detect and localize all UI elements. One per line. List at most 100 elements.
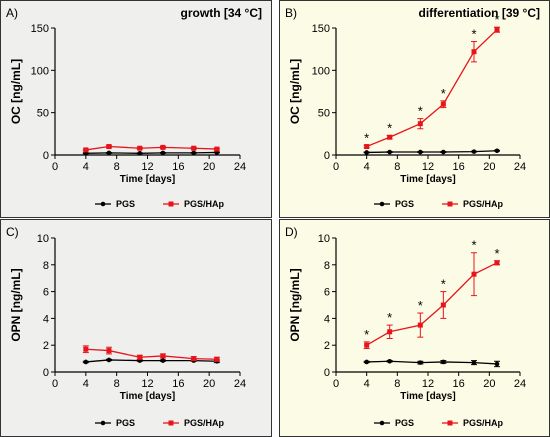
x-tick-label: 24	[234, 378, 246, 390]
data-point	[364, 359, 369, 365]
data-point	[214, 146, 220, 152]
panel-b: B) differentiation [39 °C] 0 50 100 150 0 4 8 12 1…	[279, 0, 550, 218]
data-point	[494, 361, 500, 367]
data-point	[418, 149, 423, 155]
x-tick-label: 8	[394, 161, 400, 173]
series-line	[366, 262, 498, 346]
x-tick-label: 20	[203, 378, 215, 390]
y-tick-label: 6	[43, 287, 49, 299]
legend-marker	[447, 201, 453, 207]
x-tick-label: 4	[364, 378, 370, 390]
y-axis-label: OC [ng/mL]	[9, 59, 23, 124]
data-point	[137, 354, 143, 360]
series-pgs	[82, 357, 220, 365]
y-tick-label: 100	[312, 65, 330, 77]
data-point	[191, 356, 197, 362]
x-tick-label: 16	[172, 161, 184, 173]
x-axis-label: Time [days]	[400, 174, 455, 185]
significance-asterisk: *	[494, 12, 499, 27]
data-point	[471, 271, 477, 277]
x-tick-label: 4	[83, 161, 89, 173]
data-point	[160, 358, 166, 363]
x-tick-label: 20	[483, 161, 495, 173]
y-tick-label: 10	[37, 233, 49, 245]
x-tick-label: 24	[514, 378, 526, 390]
data-point	[387, 149, 392, 155]
x-tick-label: 8	[114, 378, 120, 390]
legend-marker	[168, 201, 174, 207]
legend-marker	[100, 201, 106, 207]
data-point	[106, 144, 112, 150]
data-point	[440, 101, 446, 107]
series-pgs	[363, 358, 500, 368]
panel-background	[279, 0, 550, 218]
significance-asterisk: *	[418, 298, 423, 313]
legend-label: PGS	[395, 418, 414, 428]
legend-label: PGS/HAp	[184, 418, 225, 428]
data-point	[441, 149, 446, 155]
data-point	[494, 27, 500, 33]
panel-label: B)	[285, 6, 297, 20]
legend-marker	[100, 420, 106, 426]
panel-background	[279, 219, 550, 437]
x-tick-label: 4	[83, 378, 89, 390]
panel-label: A)	[6, 6, 18, 20]
data-point	[214, 356, 220, 362]
data-point	[494, 260, 500, 266]
significance-asterisk: *	[471, 27, 476, 42]
x-tick-label: 0	[333, 378, 339, 390]
data-point	[106, 348, 112, 354]
data-point	[191, 145, 197, 151]
series-line	[85, 348, 217, 360]
legend-label: PGS/HAp	[463, 199, 504, 209]
data-point	[440, 302, 446, 308]
data-point	[83, 147, 89, 153]
y-tick-label: 2	[324, 340, 330, 352]
x-tick-label: 16	[172, 378, 184, 390]
significance-asterisk: *	[364, 327, 369, 342]
data-point	[471, 360, 477, 365]
significance-asterisk: *	[418, 104, 423, 119]
significance-asterisk: *	[441, 277, 446, 292]
x-tick-label: 12	[422, 378, 434, 390]
significance-asterisk: *	[387, 121, 392, 136]
x-tick-label: 12	[422, 161, 434, 173]
x-tick-label: 0	[52, 161, 58, 173]
significance-asterisk: *	[441, 86, 446, 101]
y-tick-label: 10	[318, 233, 330, 245]
legend-marker	[168, 420, 174, 426]
panel-header: growth [34 °C]	[181, 6, 262, 20]
y-tick-label: 6	[324, 287, 330, 299]
data-point	[160, 144, 166, 150]
data-point	[160, 353, 166, 359]
panel-header: differentiation [39 °C]	[419, 6, 540, 20]
x-tick-label: 0	[333, 161, 339, 173]
data-point	[83, 359, 89, 365]
panel-a: A) growth [34 °C] 0 50 100 150 0 4 8 12 16 20 24 Time…	[0, 0, 272, 218]
x-tick-label: 16	[453, 378, 465, 390]
y-axis-label: OPN [ng/mL]	[9, 268, 23, 341]
y-tick-label: 2	[43, 340, 49, 352]
significance-asterisk: *	[494, 246, 499, 261]
data-point	[191, 150, 197, 156]
data-point	[364, 144, 370, 150]
data-point	[471, 149, 477, 154]
data-point	[387, 358, 392, 364]
x-tick-label: 0	[52, 378, 58, 390]
significance-asterisk: *	[471, 238, 476, 253]
y-tick-label: 8	[43, 260, 49, 272]
x-tick-label: 20	[483, 378, 495, 390]
data-point	[387, 134, 393, 140]
y-axis-label: OPN [ng/mL]	[288, 268, 302, 341]
y-tick-label: 150	[31, 23, 49, 35]
x-tick-label: 20	[203, 161, 215, 173]
series-line	[85, 359, 217, 363]
panel-label: D)	[285, 225, 298, 239]
legend-label: PGS	[395, 199, 414, 209]
legend-label: PGS	[116, 418, 135, 428]
data-point	[441, 359, 446, 365]
series-line	[366, 360, 498, 365]
